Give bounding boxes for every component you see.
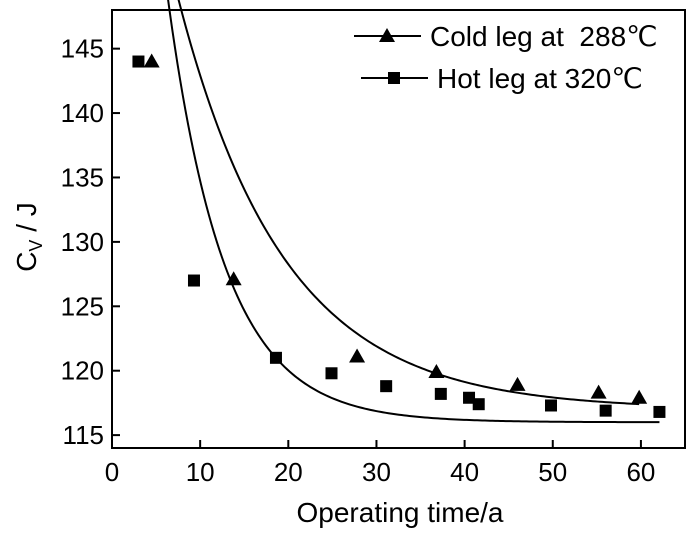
data-point-hot-leg <box>187 274 200 287</box>
x-tick-label: 0 <box>105 457 119 487</box>
y-tick-label: 140 <box>61 98 104 128</box>
y-tick-label: 130 <box>61 227 104 257</box>
data-point-hot-leg <box>599 404 612 417</box>
x-axis-title: Operating time/a <box>297 497 504 528</box>
x-tick-label: 40 <box>450 457 479 487</box>
y-tick-label: 120 <box>61 356 104 386</box>
plot-frame <box>111 9 686 449</box>
legend-label-hot-leg: Hot leg at 320℃ <box>437 63 643 94</box>
y-axis-title: CV / J <box>11 202 46 272</box>
data-point-hot-leg <box>269 351 282 364</box>
data-points <box>132 53 666 418</box>
y-tick-label: 115 <box>63 420 104 450</box>
x-axis: 0 10 20 30 40 50 60 <box>105 440 655 487</box>
data-point-cold-leg <box>428 363 445 378</box>
data-point-hot-leg <box>325 367 338 380</box>
fit-curves <box>167 0 660 424</box>
x-tick-label: 10 <box>186 457 215 487</box>
data-point-hot-leg <box>653 405 666 418</box>
data-point-hot-leg <box>463 391 476 404</box>
legend-marker-hot-leg <box>388 72 400 84</box>
fit-curve-cold-leg <box>177 0 640 406</box>
y-axis-title-unit: / J <box>11 202 42 239</box>
data-point-cold-leg <box>225 271 242 286</box>
y-tick-label: 125 <box>61 291 104 321</box>
data-point-hot-leg <box>380 380 393 393</box>
data-point-cold-leg <box>349 348 366 363</box>
data-point-cold-leg <box>631 389 648 404</box>
plot-border <box>111 9 686 449</box>
x-tick-label: 20 <box>274 457 303 487</box>
legend-label-cold-leg: Cold leg at 288℃ <box>430 21 658 52</box>
data-point-cold-leg <box>590 384 607 399</box>
fit-curve-hot-leg <box>167 0 660 424</box>
y-axis-title-subscript: V <box>26 240 46 252</box>
legend: Cold leg at 288℃ Hot leg at 320℃ <box>354 21 658 94</box>
x-tick-label: 60 <box>626 457 655 487</box>
x-tick-label: 30 <box>362 457 391 487</box>
data-point-cold-leg <box>143 53 160 68</box>
y-tick-label: 145 <box>61 34 104 64</box>
data-point-hot-leg <box>472 398 485 411</box>
legend-marker-cold-leg <box>379 28 395 42</box>
data-point-hot-leg <box>545 399 558 412</box>
y-tick-label: 135 <box>61 162 104 192</box>
x-tick-label: 50 <box>538 457 567 487</box>
data-point-hot-leg <box>132 55 145 68</box>
y-axis: 115 120 125 130 135 140 145 <box>61 34 120 450</box>
data-point-cold-leg <box>509 376 526 391</box>
data-point-hot-leg <box>434 387 447 400</box>
y-axis-title-main: C <box>11 252 42 272</box>
